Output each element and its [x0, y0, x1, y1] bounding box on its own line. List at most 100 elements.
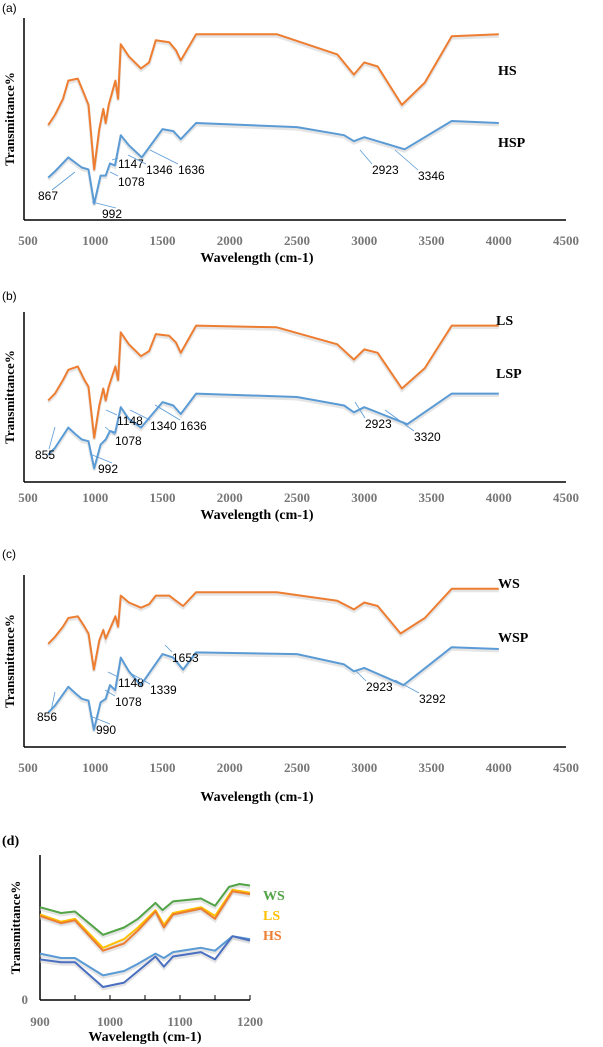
series-line-wsp — [47, 646, 499, 731]
series-line-hs — [39, 890, 251, 952]
series-shadow — [47, 394, 499, 471]
chart-panel-4: (d) 900 1000 1100 1200 0 Wavelength (cm-1) Tran… — [2, 834, 285, 1045]
series-label: LS — [496, 314, 513, 329]
peak-annotation: 3320 — [414, 430, 441, 444]
series-label: LSP — [496, 367, 522, 382]
annotation-leader — [107, 671, 119, 678]
x-tick-label: 500 — [18, 760, 38, 775]
annotation-leader — [127, 154, 147, 165]
peak-annotation: 3292 — [419, 692, 446, 706]
annotation-leader — [129, 672, 151, 685]
series-line-unlabeled-4 — [39, 935, 251, 988]
series-line-ws — [47, 587, 499, 671]
annotation-leader — [394, 679, 420, 694]
x-tick-label: 2000 — [217, 233, 243, 248]
annotation-leader — [359, 149, 373, 165]
peak-annotation: 1148 — [118, 676, 144, 690]
x-tick-label: 1200 — [237, 1014, 263, 1029]
x-axis-title: Wavelength (cm-1) — [200, 251, 313, 266]
peak-annotation: 3346 — [418, 169, 445, 183]
panel-label: (b) — [2, 289, 17, 303]
x-tick-label: 1000 — [82, 233, 108, 248]
annotation-leader — [111, 157, 119, 161]
series-shadow — [47, 647, 499, 733]
x-tick-label: 2000 — [217, 490, 243, 505]
annotation-leader — [51, 171, 76, 191]
y-axis-title: Transmittance% — [8, 881, 23, 975]
peak-annotation: 1636 — [178, 163, 205, 177]
peak-annotation: 856 — [37, 710, 57, 724]
series-shadow — [46, 34, 499, 172]
series-line-ws — [39, 883, 251, 936]
series-label: LS — [263, 909, 280, 924]
x-tick-label: 4500 — [553, 760, 579, 775]
annotation-leader — [164, 644, 173, 653]
x-tick-label: 2500 — [284, 760, 310, 775]
annotation-leader — [154, 404, 181, 421]
peak-annotation: 992 — [102, 207, 122, 221]
x-tick-label: 4000 — [486, 233, 512, 248]
annotation-leader — [89, 715, 111, 725]
peak-annotation: 992 — [98, 462, 118, 476]
series-line-ls — [39, 888, 251, 949]
y-tick-label: 0 — [22, 992, 29, 1007]
peak-annotation: 1339 — [150, 683, 177, 697]
x-tick-label: 4500 — [553, 233, 579, 248]
x-tick-label: 900 — [30, 1014, 50, 1029]
x-axis-title: Wavelength (cm-1) — [200, 508, 313, 523]
series-shadow — [47, 589, 499, 672]
peak-annotation: 1346 — [146, 163, 173, 177]
peak-annotation: 855 — [35, 448, 55, 462]
peak-annotation: 2923 — [366, 680, 393, 694]
x-tick-label: 1000 — [82, 490, 108, 505]
peak-annotation: 2923 — [365, 417, 392, 431]
series-line-ls — [47, 324, 499, 439]
peak-annotation: 1148 — [117, 414, 143, 428]
annotation-leader — [149, 149, 179, 165]
annotation-leader — [104, 426, 116, 436]
panel-label: (a) — [2, 1, 17, 15]
annotation-leader — [105, 409, 118, 416]
peak-annotation: 1078 — [115, 434, 142, 448]
x-tick-label: 1000 — [97, 1014, 123, 1029]
peak-annotation: 1340 — [150, 419, 177, 433]
x-tick-label: 500 — [18, 233, 38, 248]
x-tick-label: 1100 — [167, 1014, 192, 1029]
peak-annotation: 1636 — [180, 419, 207, 433]
x-tick-label: 2500 — [284, 490, 310, 505]
series-shadow — [47, 121, 499, 207]
chart-panel-1: (a) 500 1000 1500 2000 2500 3000 3500 4000 4500 Wa… — [2, 1, 579, 266]
x-tick-label: 3000 — [351, 760, 377, 775]
annotation-leader — [129, 409, 151, 421]
x-tick-label: 4000 — [486, 760, 512, 775]
x-tick-label: 3500 — [419, 760, 445, 775]
series-line-unlabeled-3 — [39, 935, 251, 977]
series-shadow — [47, 326, 499, 441]
peak-annotation: 2923 — [372, 163, 399, 177]
annotation-leader — [91, 201, 117, 209]
x-tick-label: 500 — [18, 490, 38, 505]
x-tick-label: 2500 — [284, 233, 310, 248]
annotation-leader — [384, 409, 415, 432]
annotation-leader — [104, 689, 116, 697]
peak-annotation: 1078 — [115, 695, 142, 709]
series-label: WS — [498, 577, 520, 592]
x-axis-title: Wavelength (cm-1) — [200, 790, 313, 805]
series-line-hsp — [47, 120, 499, 205]
series-shadow — [39, 936, 251, 991]
x-tick-label: 3000 — [351, 490, 377, 505]
x-tick-label: 4500 — [553, 490, 579, 505]
series-line-hs — [47, 33, 499, 171]
y-axis-title: Transmittance% — [2, 72, 17, 166]
series-label: HSP — [498, 136, 526, 151]
peak-annotation: 1653 — [172, 651, 199, 665]
x-tick-label: 2000 — [217, 760, 243, 775]
chart-panel-3: (c) 500 1000 1500 2000 2500 3000 3500 4000 4500 Wa… — [2, 547, 579, 805]
annotation-leader — [394, 149, 419, 171]
panel-label: (c) — [2, 547, 16, 561]
annotation-leader — [354, 401, 366, 419]
series-label: HS — [498, 64, 517, 79]
x-tick-label: 3500 — [419, 233, 445, 248]
peak-annotation: 867 — [38, 189, 58, 203]
